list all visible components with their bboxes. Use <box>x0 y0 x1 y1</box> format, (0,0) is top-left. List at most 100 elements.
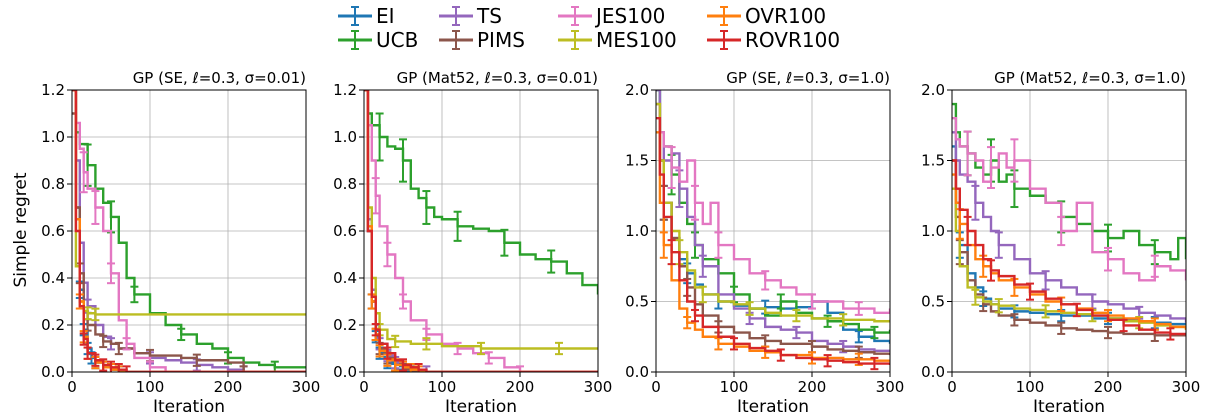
series-line-rovr100 <box>656 117 890 365</box>
y-axis-label: Simple regret <box>11 172 31 287</box>
errorbar <box>1057 215 1066 247</box>
errorbar <box>177 327 186 342</box>
x-tick-label: 0 <box>67 378 77 396</box>
errorbar <box>547 249 556 274</box>
errorbar <box>698 285 707 304</box>
errorbar <box>1104 246 1112 272</box>
series-line-rovr100 <box>952 159 1186 336</box>
series-group <box>656 90 890 371</box>
series-line-pims <box>952 159 1186 337</box>
y-tick-label: 1.2 <box>41 81 65 99</box>
errorbar <box>971 288 980 306</box>
y-tick-label: 1.5 <box>625 152 649 170</box>
x-axis-label: Iteration <box>1033 397 1105 417</box>
errorbar <box>792 308 801 323</box>
x-tick-label: 200 <box>798 378 827 396</box>
errorbar <box>1041 270 1050 291</box>
errorbar <box>371 323 380 337</box>
legend-label: OVR100 <box>745 4 826 28</box>
legend-entry-ei: EI <box>338 4 395 28</box>
y-tick-label: 0.2 <box>41 316 65 334</box>
errorbar <box>776 348 785 362</box>
errorbar <box>399 293 407 310</box>
errorbar <box>659 231 668 259</box>
series-line-mes100 <box>656 102 890 323</box>
legend-entry-ts: TS <box>439 4 502 28</box>
errorbar <box>691 308 699 323</box>
errorbar <box>776 293 785 310</box>
x-ticks: 0 100 200 300 <box>67 372 320 396</box>
y-tick-label: 0.0 <box>625 363 649 381</box>
y-tick-label: 0.4 <box>41 269 65 287</box>
panel-4: 0 100 200 300 0.0 0.5 1.0 1.5 2.0 Iteration GP (Ma… <box>921 69 1200 417</box>
errorbar <box>1104 325 1112 340</box>
errorbar <box>414 363 423 372</box>
panel-1: 0 100 200 300 0.0 0.2 0.4 0.6 0.8 1.0 1.2 Iteration… <box>41 69 320 417</box>
errorbar <box>399 138 407 183</box>
y-tick-label: 1.0 <box>921 222 945 240</box>
errorbar <box>114 363 123 372</box>
errorbar <box>383 241 392 268</box>
errorbar <box>516 365 524 372</box>
panel-title: GP (SE, ℓ=0.3, σ=0.01) <box>133 69 306 87</box>
panel-3: 0 100 200 300 0.0 0.5 1.0 1.5 2.0 Iteration GP (SE… <box>625 69 904 417</box>
y-ticks: 0.0 0.5 1.0 1.5 2.0 <box>921 81 952 381</box>
errorbar <box>239 365 248 372</box>
legend-entry-pims: PIMS <box>439 28 525 52</box>
y-tick-label: 0.2 <box>333 316 357 334</box>
errorbar <box>963 130 972 177</box>
legend-label: JES100 <box>594 4 665 28</box>
errorbar <box>667 239 676 266</box>
y-tick-label: 1.0 <box>625 222 649 240</box>
series-group <box>952 102 1186 342</box>
errorbar <box>375 344 384 358</box>
panels: 0 100 200 300 0.0 0.2 0.4 0.6 0.8 1.0 1.2 Iteration… <box>41 69 1200 417</box>
errorbar <box>691 184 699 221</box>
x-ticks: 0 100 200 300 <box>359 372 612 396</box>
legend-label: UCB <box>376 28 418 52</box>
errorbar <box>987 259 995 282</box>
legend-label: MES100 <box>596 28 677 52</box>
errorbar <box>484 351 493 365</box>
errorbar <box>192 353 201 367</box>
errorbar <box>500 228 509 257</box>
y-tick-label: 0.4 <box>333 269 357 287</box>
x-tick-label: 300 <box>1172 378 1201 396</box>
errorbar <box>130 285 139 304</box>
y-tick-label: 0.5 <box>921 293 945 311</box>
legend-label: TS <box>476 4 502 28</box>
x-ticks: 0 100 200 300 <box>947 372 1200 396</box>
errorbar <box>971 184 980 221</box>
y-tick-label: 0.8 <box>333 175 357 193</box>
errorbar <box>714 231 723 259</box>
errorbar <box>122 365 131 372</box>
errorbar <box>1150 254 1159 278</box>
errorbar <box>698 254 707 278</box>
y-tick-label: 0.0 <box>921 363 945 381</box>
errorbar <box>667 146 676 189</box>
x-tick-label: 100 <box>428 378 457 396</box>
errorbar <box>1010 138 1019 183</box>
y-tick-label: 0.0 <box>333 363 357 381</box>
errorbar <box>854 330 863 344</box>
legend-entry-ovr100: OVR100 <box>707 4 826 28</box>
y-tick-label: 2.0 <box>625 81 649 99</box>
x-tick-label: 300 <box>584 378 613 396</box>
legend-entry-jes100: JES100 <box>558 4 665 28</box>
legend-label: PIMS <box>477 28 525 52</box>
series-line-jes100 <box>656 102 890 314</box>
series-line-ts <box>656 90 890 353</box>
y-ticks: 0.0 0.5 1.0 1.5 2.0 <box>625 81 656 381</box>
legend-entry-rovr100: ROVR100 <box>707 28 840 52</box>
y-tick-label: 1.2 <box>333 81 357 99</box>
errorbar <box>422 337 431 351</box>
errorbar <box>994 231 1003 259</box>
errorbar <box>422 190 431 225</box>
panel-title: GP (Mat52, ℓ=0.3, σ=1.0) <box>994 69 1186 87</box>
errorbar <box>422 365 431 372</box>
x-tick-label: 100 <box>720 378 749 396</box>
x-tick-label: 100 <box>136 378 165 396</box>
errorbar <box>107 360 115 372</box>
errorbar <box>453 210 462 242</box>
errorbar <box>477 341 485 356</box>
